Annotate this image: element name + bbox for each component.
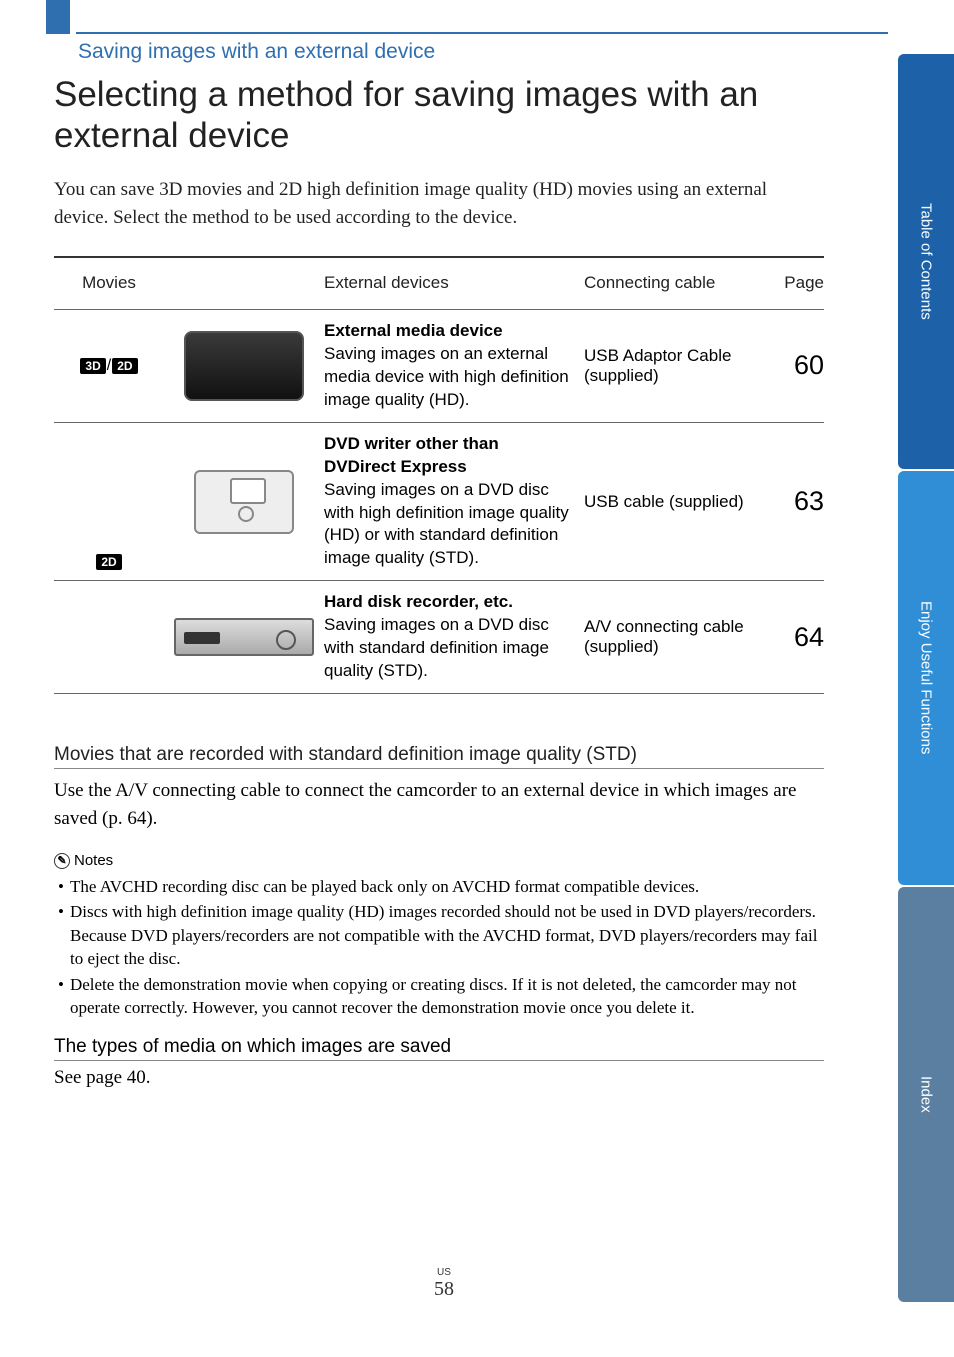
accent-topbar <box>46 0 70 34</box>
badge-2d: 2D <box>96 554 121 570</box>
std-text: Use the A/V connecting cable to connect … <box>54 777 824 832</box>
page-title: Selecting a method for saving images wit… <box>54 74 874 157</box>
device-description: DVD writer other than DVDirect ExpressSa… <box>324 433 584 571</box>
table-row: 2D DVD writer other than DVDirect Express… <box>54 422 824 581</box>
footer-region: US <box>0 1267 888 1278</box>
badge-3d: 3D <box>80 358 105 374</box>
notes-block: ✎ Notes The AVCHD recording disc can be … <box>54 852 824 1022</box>
device-title: Hard disk recorder, etc. <box>324 591 572 614</box>
media-heading: The types of media on which images are s… <box>54 1036 824 1061</box>
side-tab[interactable]: Index <box>898 887 954 1302</box>
connecting-cable: USB Adaptor Cable (supplied) <box>584 346 764 386</box>
page-ref[interactable]: 64 <box>764 622 824 653</box>
page-ref[interactable]: 60 <box>764 350 824 381</box>
media-text: See page 40. <box>54 1067 824 1089</box>
std-heading: Movies that are recorded with standard d… <box>54 744 824 769</box>
device-illustration <box>164 331 324 401</box>
badge-2d: 2D <box>112 358 137 374</box>
device-text: Saving images on a DVD disc with standar… <box>324 615 549 680</box>
device-description: Hard disk recorder, etc.Saving images on… <box>324 591 584 683</box>
device-title: External media device <box>324 320 572 343</box>
note-item: Delete the demonstration movie when copy… <box>54 973 824 1020</box>
side-tabs: Table of ContentsEnjoy Useful FunctionsI… <box>898 54 954 1304</box>
table-row: 3D/2D External media deviceSaving images … <box>54 309 824 422</box>
notes-list: The AVCHD recording disc can be played b… <box>54 875 824 1020</box>
notes-title: ✎ Notes <box>54 852 824 869</box>
side-tab[interactable]: Table of Contents <box>898 54 954 469</box>
notes-label: Notes <box>74 852 113 869</box>
side-tab[interactable]: Enjoy Useful Functions <box>898 471 954 886</box>
table-row: Hard disk recorder, etc.Saving images on… <box>54 580 824 694</box>
connecting-cable: USB cable (supplied) <box>584 492 764 512</box>
table-header-row: Movies External devices Connecting cable… <box>54 256 824 309</box>
connecting-cable: A/V connecting cable (supplied) <box>584 617 764 657</box>
device-text: Saving images on a DVD disc with high de… <box>324 480 569 568</box>
header-cable: Connecting cable <box>584 273 764 293</box>
movie-badges: 3D/2D <box>54 357 164 375</box>
header-devices: External devices <box>324 272 584 295</box>
device-title: DVD writer other than DVDirect Express <box>324 433 572 479</box>
page-ref[interactable]: 63 <box>764 486 824 517</box>
accent-topline <box>76 32 888 34</box>
note-item: Discs with high definition image quality… <box>54 900 824 970</box>
movie-badges: 2D <box>54 554 164 570</box>
std-section: Movies that are recorded with standard d… <box>54 744 824 832</box>
recorder-icon <box>174 618 314 656</box>
device-description: External media deviceSaving images on an… <box>324 320 584 412</box>
media-section: The types of media on which images are s… <box>54 1036 824 1089</box>
footer-page-number: 58 <box>0 1278 888 1301</box>
header-movies: Movies <box>54 273 164 293</box>
note-item: The AVCHD recording disc can be played b… <box>54 875 824 898</box>
methods-table: Movies External devices Connecting cable… <box>54 256 824 694</box>
page-footer: US 58 <box>0 1267 888 1301</box>
notes-icon: ✎ <box>54 853 70 869</box>
dvd-writer-icon <box>194 470 294 534</box>
device-text: Saving images on an external media devic… <box>324 344 569 409</box>
breadcrumb: Saving images with an external device <box>78 40 435 64</box>
intro-paragraph: You can save 3D movies and 2D high defin… <box>54 176 824 231</box>
header-page: Page <box>764 273 824 293</box>
device-illustration <box>164 618 324 656</box>
device-illustration <box>164 470 324 534</box>
external-hdd-icon <box>184 331 304 401</box>
